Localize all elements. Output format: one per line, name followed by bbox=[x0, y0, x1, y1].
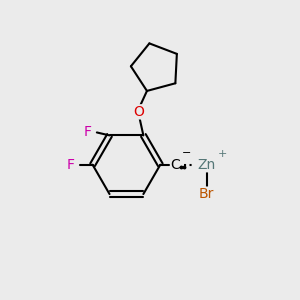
Text: F: F bbox=[83, 125, 92, 140]
Text: Zn: Zn bbox=[197, 158, 216, 172]
Text: Br: Br bbox=[199, 187, 214, 201]
Text: −: − bbox=[182, 148, 191, 158]
Text: F: F bbox=[67, 158, 74, 172]
Text: +: + bbox=[218, 149, 227, 159]
Text: C: C bbox=[171, 158, 181, 172]
Text: O: O bbox=[134, 105, 144, 119]
